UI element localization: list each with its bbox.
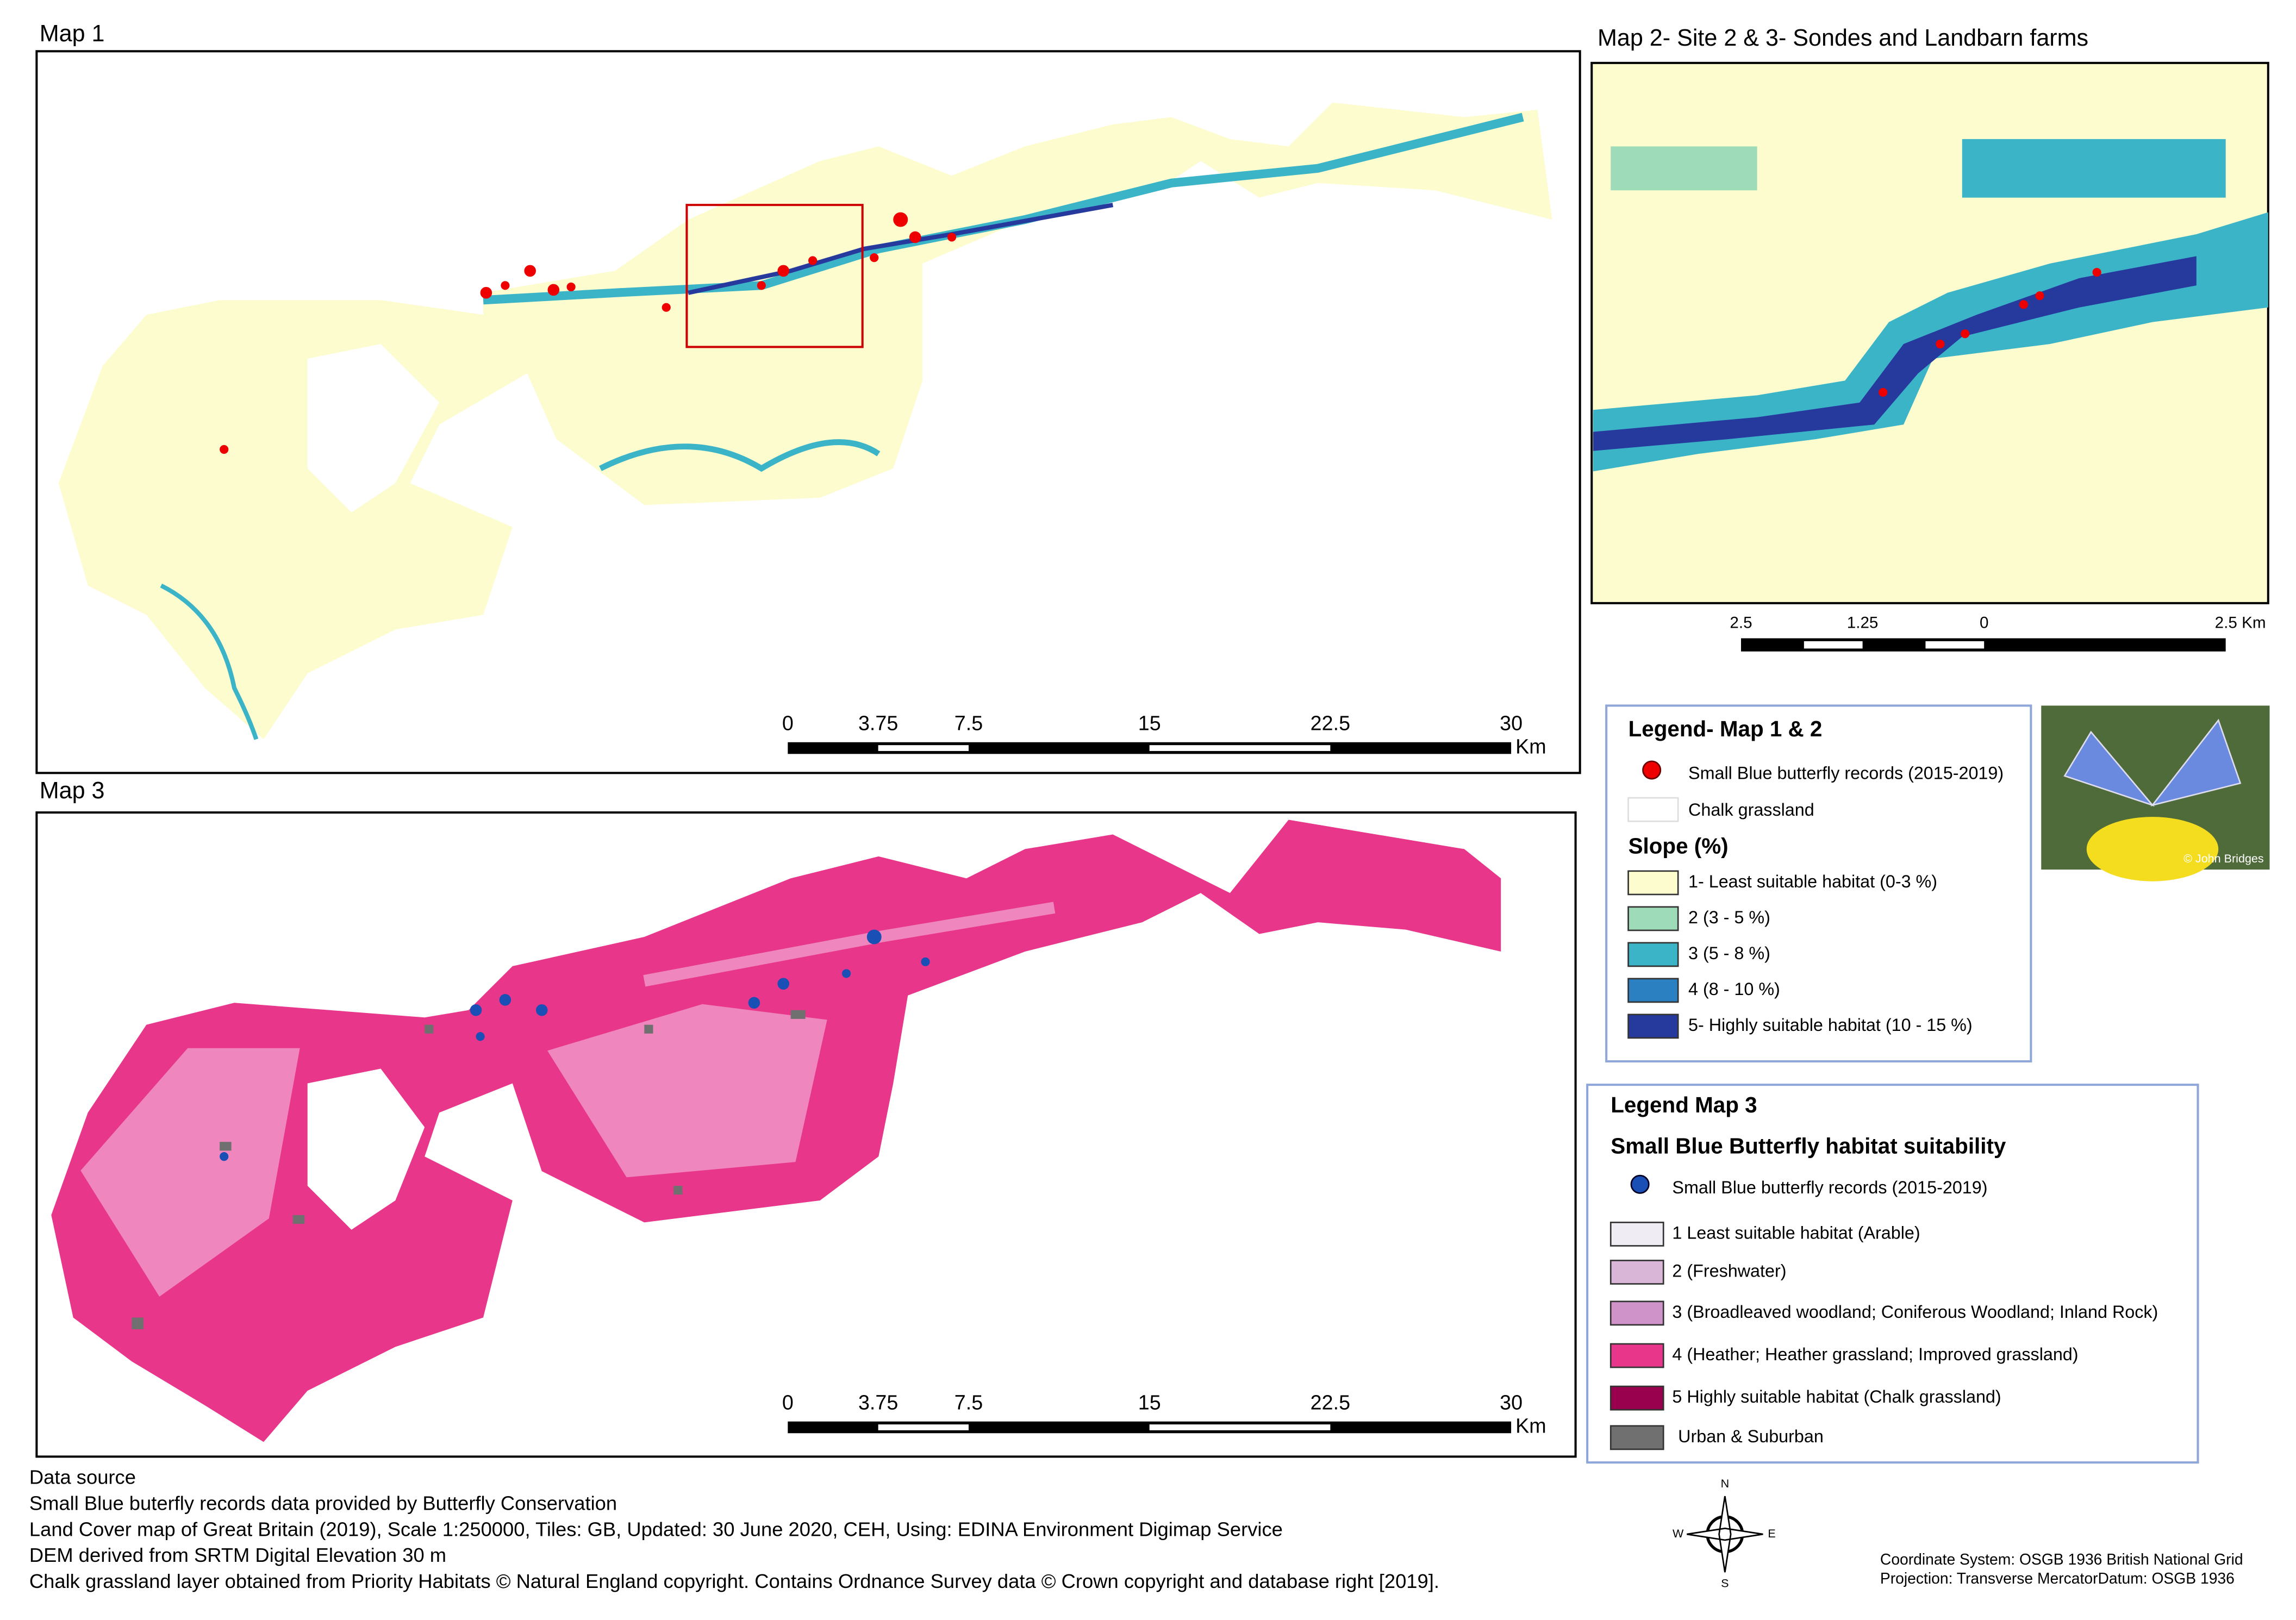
scale-bar-segment (1925, 641, 1985, 649)
scale-unit: Km (1515, 735, 1546, 758)
map2-records (1879, 267, 2101, 397)
map1-slope-core (688, 203, 1114, 295)
scale-label: 2.5 Km (2215, 614, 2266, 631)
scale-label: 0 (1980, 614, 1988, 631)
coordinate-line: Projection: Transverse MercatorDatum: OS… (1880, 1569, 2235, 1587)
legend-swatch (1627, 942, 1679, 967)
legend-swatch (1627, 906, 1679, 931)
legend-swatch (1627, 1014, 1679, 1039)
scale-label: 7.5 (954, 711, 983, 734)
scale-label: 30 (1500, 711, 1523, 734)
coordinate-line: Coordinate System: OSGB 1936 British Nat… (1880, 1550, 2243, 1568)
compass-label: E (1768, 1527, 1775, 1540)
map2-patch (1962, 139, 2226, 198)
legend-swatch (1627, 870, 1679, 896)
scale-bar-segment (1804, 641, 1863, 649)
map-title: Map 1 (40, 21, 105, 47)
legend-label: Urban & Suburban (1678, 1427, 1824, 1446)
legend-swatch (1609, 1425, 1664, 1450)
legend3-record-symbol (1630, 1174, 1650, 1194)
scale-label: 15 (1138, 711, 1161, 734)
map3-urban (132, 1010, 806, 1330)
compass-label: N (1721, 1477, 1730, 1490)
legend-title: Legend- Map 1 & 2 (1629, 716, 1823, 741)
photo-flower (2086, 817, 2219, 881)
map-title: Map 2- Site 2 & 3- Sondes and Landbarn f… (1598, 25, 2088, 51)
map1-slope-south (599, 439, 881, 472)
legend-subtitle: Slope (%) (1629, 833, 1729, 858)
scale-label: 22.5 (1311, 1391, 1350, 1413)
legend-swatch (1609, 1300, 1664, 1326)
map1-area (58, 102, 1552, 740)
legend-title: Legend Map 3 (1611, 1092, 1757, 1117)
legend-label: 2 (3 - 5 %) (1688, 908, 1770, 927)
legend-label: 2 (Freshwater) (1672, 1261, 1786, 1280)
legend-label: 4 (8 - 10 %) (1688, 979, 1780, 999)
data-source-line: Data source (29, 1466, 136, 1488)
scale-label: 30 (1500, 1391, 1523, 1413)
legend-label: 5- Highly suitable habitat (10 - 15 %) (1688, 1015, 1973, 1035)
map-title: Map 3 (40, 778, 105, 804)
legend-swatch (1609, 1222, 1664, 1247)
legend3-box (1586, 1084, 2199, 1464)
scale-label: 7.5 (954, 1391, 983, 1413)
scale-label: 3.75 (858, 1391, 898, 1413)
scale-bar-segment (1149, 745, 1331, 751)
scale-label: 0 (782, 711, 794, 734)
legend-label: Chalk grassland (1688, 800, 1814, 820)
data-source-line: Small Blue buterfly records data provide… (29, 1492, 617, 1514)
legend-label: 3 (Broadleaved woodland; Coniferous Wood… (1672, 1302, 2158, 1322)
legend-swatch (1627, 978, 1679, 1003)
legend12-chalk-symbol (1627, 797, 1679, 822)
photo-credit: © John Bridges (2183, 852, 2264, 865)
scale-label: 22.5 (1311, 711, 1350, 734)
compass-label: S (1721, 1576, 1729, 1590)
legend-label: 5 Highly suitable habitat (Chalk grassla… (1672, 1387, 2001, 1406)
compass-label: W (1673, 1527, 1684, 1540)
map2-patch (1611, 146, 1757, 191)
scale-unit: Km (1515, 1414, 1546, 1437)
scale-label: 1.25 (1847, 614, 1879, 631)
data-source-line: Chalk grassland layer obtained from Prio… (29, 1570, 1439, 1592)
scale-label: 0 (782, 1391, 794, 1413)
data-source-line: DEM derived from SRTM Digital Elevation … (29, 1544, 446, 1566)
legend-swatch (1609, 1343, 1664, 1368)
map1-slope-west (160, 583, 259, 740)
legend-label: 4 (Heather; Heather grassland; Improved … (1672, 1344, 2078, 1364)
legend-swatch (1609, 1385, 1664, 1411)
map1-hole (307, 344, 440, 512)
compass-arrows (1687, 1496, 1763, 1573)
scale-label: 15 (1138, 1391, 1161, 1413)
legend-label: 1- Least suitable habitat (0-3 %) (1688, 872, 1937, 891)
map3-hole (307, 1068, 425, 1230)
map2-slope-core (1593, 256, 2197, 451)
map3-records (220, 929, 930, 1161)
map2-extent (685, 204, 864, 348)
scale-bar-segment (878, 1424, 969, 1430)
legend-label: Small Blue butterfly records (2015-2019) (1672, 1178, 1987, 1197)
scale-bar-segment (1149, 1424, 1331, 1430)
legend-swatch (1609, 1260, 1664, 1285)
legend12-record-symbol (1642, 760, 1662, 780)
legend-label: 1 Least suitable habitat (Arable) (1672, 1223, 1920, 1242)
map1-records (220, 212, 957, 454)
scale-bar-segment (878, 745, 969, 751)
scale-label: 2.5 (1730, 614, 1752, 631)
legend-label: Small Blue butterfly records (2015-2019) (1688, 764, 2004, 783)
photo-butterfly (2063, 718, 2242, 807)
legend-label: 3 (5 - 8 %) (1688, 943, 1770, 963)
scale-label: 3.75 (858, 711, 898, 734)
data-source-line: Land Cover map of Great Britain (2019), … (29, 1518, 1283, 1540)
legend-subtitle: Small Blue Butterfly habitat suitability (1611, 1134, 2006, 1159)
